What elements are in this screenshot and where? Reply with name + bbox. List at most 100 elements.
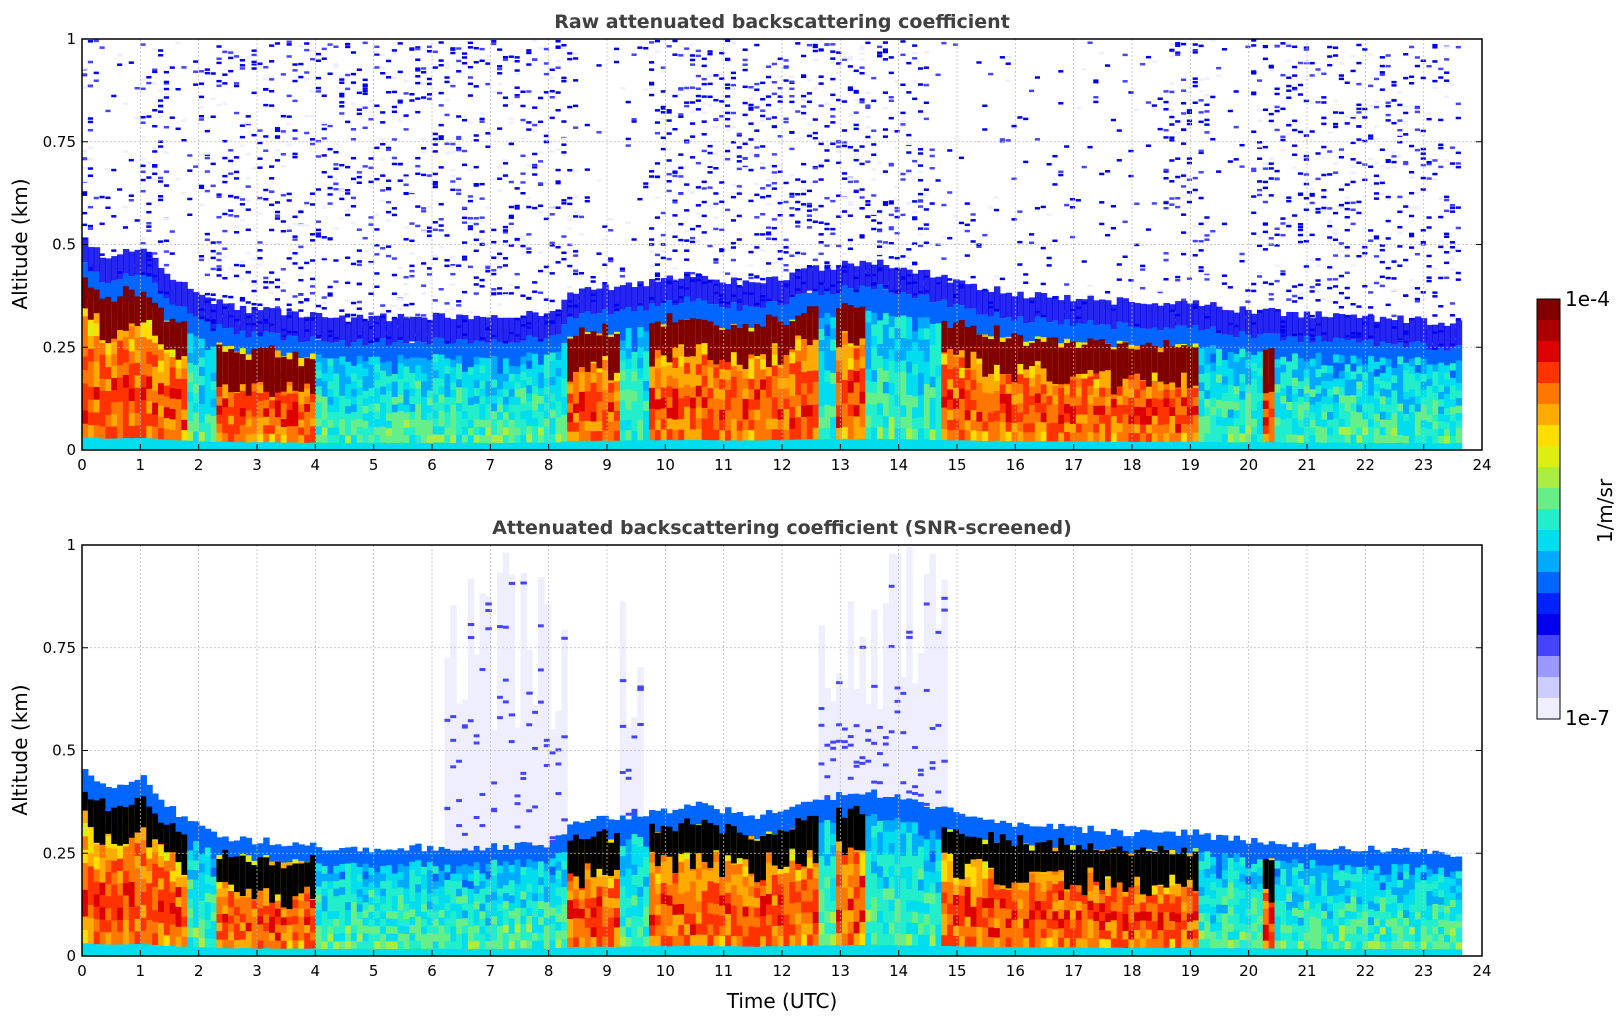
layer-cell [719,368,726,380]
layer-cell [666,364,674,376]
layer-cell [765,407,773,419]
noise-cell [339,217,345,220]
noise-cell [847,201,853,204]
layer-cell [222,397,229,408]
layer-cell [1017,325,1024,337]
noise-cell [82,157,88,161]
layer-cell [204,440,212,450]
noise-cell [280,229,286,233]
layer-edge [169,279,177,305]
noise-cell [461,206,468,210]
layer-cell [742,429,750,441]
layer-cell [719,307,726,318]
layer-cell [771,407,779,419]
layer-cell [432,433,440,443]
noise-cell [438,59,444,62]
noise-cell [508,214,514,218]
layer-cell [888,393,896,406]
layer-cell [502,411,510,420]
noise-cell [163,125,169,129]
layer-cell [777,315,785,327]
layer-cell [269,399,276,409]
layer-cell [140,424,147,438]
noise-cell [327,292,333,295]
noise-cell [689,135,696,138]
noise-cell [485,266,491,270]
layer-cell [801,337,808,350]
noise-cell [917,233,924,236]
layer-cell [742,305,750,317]
layer-cell [333,403,340,413]
noise-cell [871,212,877,216]
noise-cell [432,183,438,186]
noise-cell [152,163,158,167]
noise-cell [1087,145,1093,149]
layer-cell [456,370,463,380]
layer-cell [461,339,469,349]
noise-cell [841,210,848,213]
layer-cell [187,352,194,363]
noise-cell [415,110,421,114]
layer-edge [877,259,884,285]
layer-cell [491,379,498,388]
layer-cell [327,365,334,374]
layer-cell [239,347,247,357]
noise-cell [783,59,789,62]
noise-cell [1005,79,1011,82]
layer-cell [467,419,475,428]
noise-cell [701,82,707,86]
layer-cell [806,404,814,417]
layer-cell [181,419,188,431]
noise-cell [257,196,263,200]
noise-cell [841,208,848,212]
layer-cell [672,305,679,317]
layer-cell [356,370,364,380]
layer-cell [543,441,551,450]
layer-cell [193,383,200,394]
layer-cell [1116,321,1124,332]
noise-cell [239,144,245,148]
noise-cell [801,74,807,77]
layer-cell [637,357,644,369]
layer-edge [82,237,89,263]
layer-cell [403,381,410,390]
layer-cell [374,356,381,365]
noise-cell [87,128,94,132]
noise-cell [1099,52,1105,55]
noise-cell [561,79,567,83]
layer-cell [847,345,855,359]
layer-cell [502,419,510,428]
layer-cell [374,348,381,357]
noise-cell [689,110,696,114]
layer-cell [935,386,942,398]
noise-cell [315,188,321,191]
noise-cell [1093,80,1099,84]
layer-cell [163,352,171,364]
layer-cell [146,437,153,450]
noise-cell [403,79,409,83]
layer-cell [134,274,142,288]
noise-cell [467,94,473,97]
noise-cell [555,148,561,151]
layer-cell [537,442,545,450]
layer-cell [830,316,837,329]
saturated-cell [999,341,1007,374]
layer-cell [689,312,697,324]
layer-cell [894,349,901,362]
noise-cell [824,244,830,247]
layer-cell [654,378,662,390]
layer-cell [1116,331,1124,341]
layer-cell [923,294,931,307]
noise-cell [865,41,871,45]
layer-cell [613,420,621,431]
noise-cell [438,288,444,291]
noise-cell [432,143,438,146]
noise-cell [269,228,275,232]
layer-cell [169,346,177,358]
layer-cell [970,348,977,360]
layer-edge [976,290,983,315]
noise-cell [754,106,760,109]
layer-cell [1023,404,1030,415]
layer-cell [619,409,627,421]
noise-cell [818,75,824,78]
